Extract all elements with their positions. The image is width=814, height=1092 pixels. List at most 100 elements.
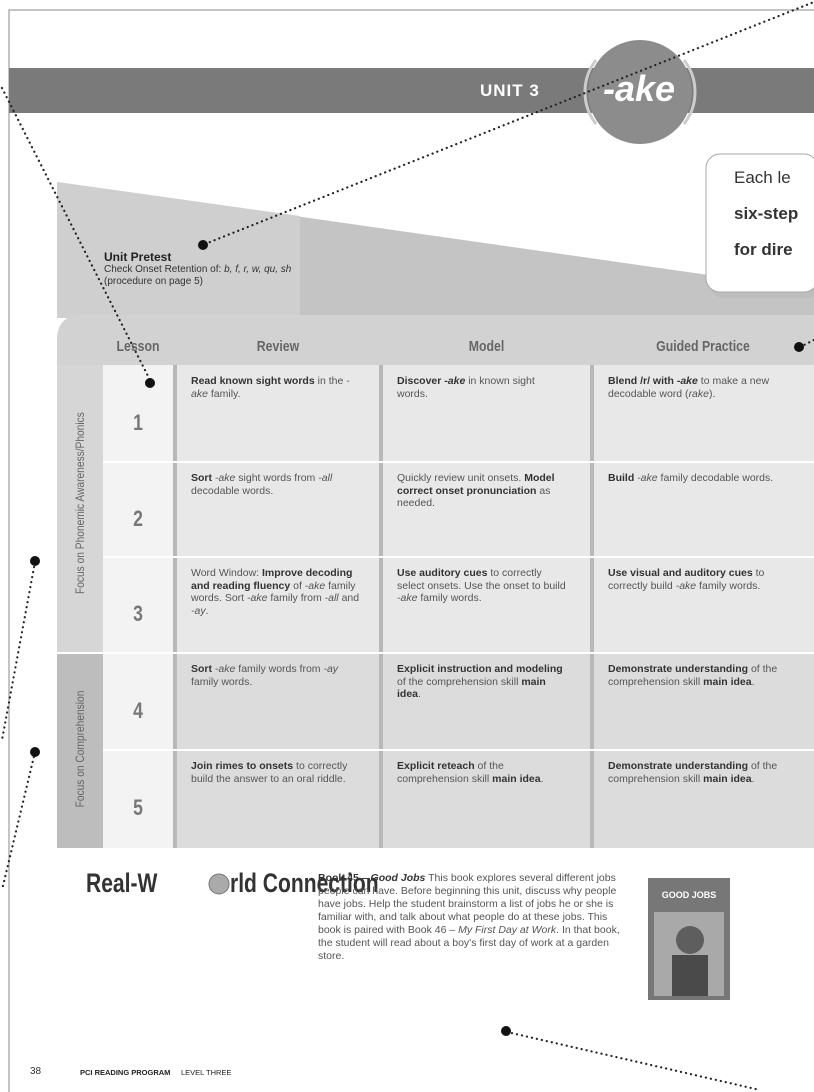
text-run: Build (608, 472, 638, 484)
text-run: to correctly select onsets. Use the onse… (397, 567, 566, 592)
text-run: Word Window: (191, 567, 262, 579)
text-run: Book 45 – (318, 872, 371, 884)
text-run: Discover (397, 375, 445, 387)
text-run: main idea (703, 772, 752, 785)
cell-text: Demonstrate understanding of the compreh… (608, 760, 778, 785)
text-run: . (418, 688, 421, 700)
group-phonics (57, 365, 103, 653)
cell-text: Sort -ake sight words from -all decodabl… (191, 472, 361, 497)
text-run: for dire (734, 240, 793, 259)
text-run: Sort (191, 472, 215, 484)
text-run: Explicit reteach (397, 760, 475, 772)
text-run: in known sight words. (397, 375, 535, 400)
unit-label: UNIT 3 (480, 81, 540, 100)
text-run: family from (267, 592, 325, 604)
text-run: six-step (734, 204, 799, 223)
cell-text: Discover -ake in known sight words. (397, 375, 567, 400)
text-run: family words. (191, 675, 253, 688)
text-run: Demonstrate understanding (608, 663, 749, 675)
group-label: Focus on Comprehension (73, 690, 87, 808)
text-run: . (751, 675, 755, 688)
callout-line: Each le (734, 168, 791, 188)
lesson-number: 2 (133, 505, 143, 531)
rows-phonics (173, 365, 814, 653)
cell-text: Explicit instruction and modeling of the… (397, 663, 567, 701)
callout-box (705, 153, 814, 293)
text-run: family words from (235, 663, 324, 675)
text-run: family. (207, 387, 241, 400)
lesson-number: 1 (133, 409, 143, 435)
text-run: Improve decoding and reading fluency (191, 567, 353, 592)
text-run: -ake (247, 592, 268, 604)
column-header: Lesson (116, 338, 160, 355)
connection-text: Book 45 – Good Jobs This book explores s… (318, 872, 628, 963)
lesson-number: 5 (133, 795, 143, 820)
column-header: Review (256, 338, 300, 355)
circle-arc (682, 59, 697, 125)
text-run: -ay (191, 604, 206, 617)
text-run: -ake (397, 592, 418, 604)
text-run: Good Jobs (370, 872, 426, 884)
text-run: sight words from (235, 472, 319, 484)
text-run: in the (314, 375, 347, 387)
callout-line: six-step (734, 204, 798, 224)
group-label: Focus on Phonemic Awareness/Phonics (73, 412, 87, 594)
text-run: -ake (304, 579, 326, 592)
cell-text: Join rimes to onsets to correctly build … (191, 760, 361, 785)
text-run: Sort (191, 663, 215, 675)
text-run: main idea (492, 772, 541, 785)
text-run: rake (688, 387, 709, 400)
cell-text: Read known sight words in the -ake famil… (191, 375, 361, 400)
text-run: -all (324, 592, 339, 604)
text-run: Model correct onset pronunciation (397, 472, 555, 497)
page-border (8, 9, 814, 1092)
text-run: -ake (637, 472, 658, 484)
column-dividers (173, 365, 594, 848)
cover-figure (676, 926, 704, 954)
callout-line: for dire (734, 240, 793, 260)
text-run: (procedure on page 5) (104, 276, 203, 287)
cell-text: Sort -ake family words from -ay family w… (191, 663, 361, 688)
text-run: Each le (734, 168, 791, 187)
cell-text: Quickly review unit onsets. Model correc… (397, 472, 567, 510)
text-run: family words. Sort (191, 579, 356, 605)
text-run: . (205, 604, 209, 617)
text-run: -all (318, 472, 333, 484)
text-run: -ake (214, 472, 236, 484)
text-run: . In that book, the student will read ab… (318, 924, 620, 962)
footer-program: PCI READING PROGRAM (80, 1068, 171, 1077)
lesson-column (103, 365, 173, 848)
cover-figure-body (672, 955, 708, 996)
cell-text: Use auditory cues to correctly select on… (397, 567, 567, 605)
text-run: -ake (675, 579, 697, 592)
text-run: . (751, 772, 755, 785)
text-run: to correctly build the answer to an oral… (191, 760, 348, 785)
text-run: Use auditory cues (397, 567, 488, 579)
unit-family: -ake (603, 68, 676, 109)
unit-circle (588, 40, 692, 144)
cell-text: Explicit reteach of the comprehension sk… (397, 760, 567, 785)
text-run: -ake (191, 375, 350, 400)
text-run: b, f, r, w, qu, sh (224, 264, 292, 275)
lesson-number: 3 (133, 601, 143, 626)
text-run: Demonstrate understanding (608, 760, 749, 772)
text-run: as needed. (397, 484, 551, 510)
footer-level: LEVEL THREE (181, 1068, 232, 1077)
text-run: Join rimes to onsets (191, 760, 294, 772)
pretest-wedge-light (57, 182, 300, 318)
text-run: -ay (323, 663, 339, 675)
cell-text: Demonstrate understanding of the compreh… (608, 663, 778, 688)
cell-text: Use visual and auditory cues to correctl… (608, 567, 778, 592)
text-run: Check Onset Retention of: (104, 264, 225, 275)
circle-arc (583, 59, 598, 125)
row-dividers (57, 461, 814, 751)
text-run: main idea (397, 675, 546, 701)
cell-text: Build -ake family decodable words. (608, 472, 778, 485)
text-run: Blend /r/ with (608, 375, 677, 387)
text-run: Use visual and auditory cues (608, 567, 753, 579)
text-run: of (290, 579, 305, 592)
pretest-line: (procedure on page 5) (104, 276, 203, 287)
lesson-number: 4 (133, 697, 143, 723)
section-title: rld Connection (230, 868, 379, 898)
